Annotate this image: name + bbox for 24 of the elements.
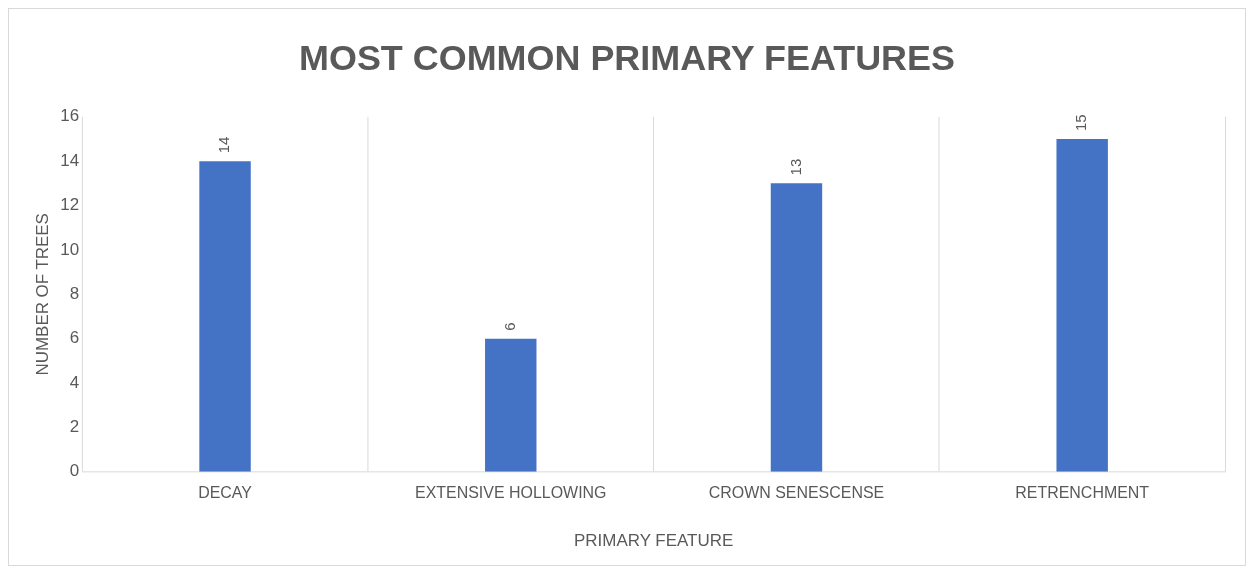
y-tick-label: 10 — [60, 239, 80, 259]
y-tick-label: 8 — [69, 283, 80, 303]
x-tick-label: RETRENCHMENT — [1015, 483, 1150, 501]
y-tick-label: 6 — [69, 328, 80, 348]
y-tick-label: 16 — [60, 106, 80, 126]
y-tick-label: 12 — [60, 195, 80, 215]
x-axis-title: PRIMARY FEATURE — [574, 530, 734, 550]
bar — [770, 183, 823, 472]
x-tick-label: CROWN SENESCENSE — [708, 483, 885, 501]
bar — [199, 161, 251, 472]
data-label: 15 — [1072, 114, 1090, 132]
bar — [1056, 138, 1108, 472]
y-tick-label: 4 — [69, 372, 80, 392]
data-label: 6 — [500, 322, 518, 331]
y-tick-label: 2 — [69, 417, 80, 437]
x-tick-label: EXTENSIVE HOLLOWING — [415, 483, 607, 501]
bar — [485, 338, 537, 472]
chart-title: MOST COMMON PRIMARY FEATURES — [299, 38, 955, 79]
y-tick-label: 14 — [60, 150, 80, 170]
y-axis-title: NUMBER OF TREES — [32, 213, 52, 376]
x-tick-label: DECAY — [198, 483, 253, 501]
data-label: 14 — [215, 136, 233, 154]
y-tick-label: 0 — [69, 461, 80, 481]
data-label: 13 — [786, 158, 804, 176]
